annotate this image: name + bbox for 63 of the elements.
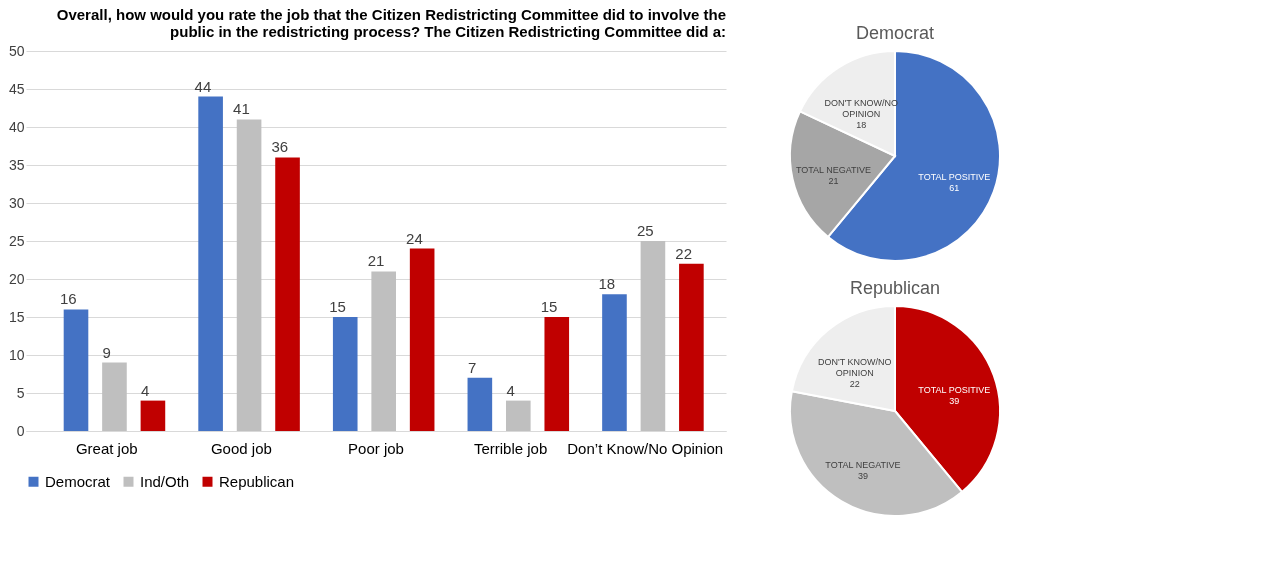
- bar: [506, 400, 531, 431]
- data-label: 7: [467, 358, 477, 376]
- data-label: 41: [233, 100, 250, 118]
- bar: [602, 294, 627, 431]
- bar: [236, 119, 262, 431]
- y-tick-label: 45: [8, 80, 25, 97]
- data-label: 21: [828, 175, 839, 186]
- y-tick-label: 30: [8, 194, 25, 211]
- y-tick-label: 0: [16, 422, 25, 439]
- data-label: 18: [856, 119, 867, 130]
- data-label: 16: [59, 290, 77, 308]
- x-tick-label: Great job: [75, 439, 138, 457]
- data-label: 18: [598, 275, 616, 293]
- slice-label: TOTAL POSITIVE: [918, 384, 991, 395]
- bar: [275, 157, 300, 431]
- bar: [640, 241, 666, 431]
- data-label: 24: [406, 229, 423, 247]
- data-label: 61: [949, 183, 960, 194]
- y-tick-label: 10: [8, 346, 25, 363]
- data-label: 39: [857, 471, 868, 482]
- chart-title: Democrat: [855, 23, 935, 43]
- y-tick-label: 25: [8, 232, 25, 249]
- data-label: 4: [141, 381, 150, 399]
- data-label: 15: [329, 298, 346, 315]
- legend-label: Democrat: [45, 472, 111, 490]
- slice-label: TOTAL NEGATIVE: [795, 164, 872, 175]
- legend-label: Republican: [219, 472, 295, 490]
- data-label: 4: [506, 381, 515, 399]
- data-label: 25: [636, 222, 654, 239]
- bar: [371, 271, 396, 431]
- y-tick-label: 35: [8, 156, 25, 173]
- x-tick-label: Poor job: [348, 439, 404, 457]
- data-label: 22: [849, 379, 860, 390]
- slice-label: TOTAL NEGATIVE: [825, 460, 901, 471]
- x-tick-label: Terrible job: [473, 439, 548, 457]
- slice-label: DON'T KNOW/NO OPINION: [818, 357, 892, 379]
- x-tick-label: Good job: [210, 439, 272, 457]
- data-label: 9: [102, 343, 111, 361]
- data-label: 39: [949, 395, 960, 406]
- chart-title: Overall, how would you rate the job that the Citizen Redistricting Committee did to involve the public in the redistricting process? The Citizen Redistricting Committee did a:: [56, 6, 726, 40]
- bar: [544, 317, 570, 431]
- bar: [102, 362, 127, 431]
- data-label: 44: [194, 77, 212, 95]
- chart-title: Republican: [849, 278, 941, 298]
- data-label: 36: [271, 138, 289, 156]
- bar: [63, 309, 89, 431]
- y-tick-label: 15: [8, 308, 25, 325]
- y-tick-label: 50: [8, 42, 25, 59]
- bar: [467, 377, 493, 431]
- data-label: 15: [540, 298, 558, 315]
- bar: [198, 96, 223, 431]
- y-tick-label: 20: [8, 270, 25, 287]
- bar: [409, 248, 435, 431]
- data-label: 21: [367, 252, 385, 270]
- y-tick-label: 5: [16, 384, 25, 401]
- x-tick-label: Don’t Know/No Opinion: [567, 439, 724, 457]
- data-label: 22: [675, 244, 693, 262]
- y-tick-label: 40: [8, 118, 25, 135]
- bar: [140, 400, 166, 431]
- slice-label: TOTAL POSITIVE: [918, 172, 991, 183]
- bar: [332, 317, 358, 431]
- bar: [679, 263, 704, 431]
- legend-label: Ind/Oth: [140, 472, 190, 490]
